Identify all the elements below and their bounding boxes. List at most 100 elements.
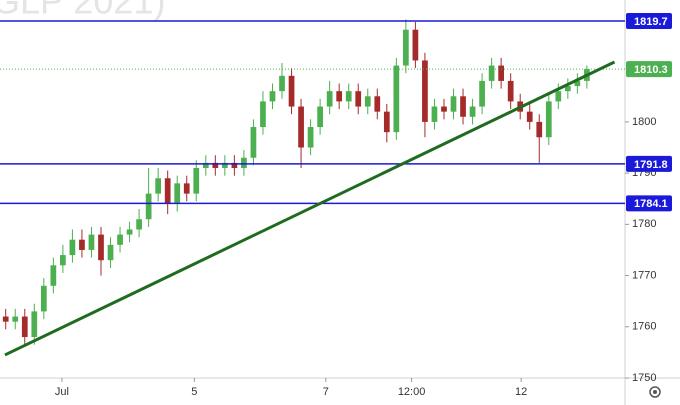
y-tick-label: 1770 xyxy=(632,269,656,281)
candle-body xyxy=(536,121,543,138)
candle-body xyxy=(136,219,142,230)
candle xyxy=(164,170,171,215)
candle-body xyxy=(107,244,114,261)
x-tick-label: 7 xyxy=(323,386,329,398)
x-tick-label: 12:00 xyxy=(398,386,426,398)
candle xyxy=(202,155,209,176)
candle xyxy=(412,22,419,69)
candle xyxy=(460,88,466,125)
settings-icon[interactable] xyxy=(649,386,661,398)
candle xyxy=(2,308,9,330)
candle xyxy=(50,257,57,294)
candle xyxy=(326,80,333,115)
x-tick-label: Jul xyxy=(55,386,69,398)
candle xyxy=(183,175,190,202)
candle-body xyxy=(574,80,581,87)
candle-body xyxy=(193,168,200,194)
candle-body xyxy=(526,111,533,122)
candle-body xyxy=(212,162,219,168)
candle xyxy=(136,208,142,238)
candle xyxy=(31,303,38,345)
candle xyxy=(193,160,200,202)
candle xyxy=(317,98,323,135)
candle-body xyxy=(241,157,247,168)
y-tick-label: 1800 xyxy=(632,116,656,128)
price-level-tag xyxy=(626,13,672,29)
candle-body xyxy=(336,91,343,102)
candle xyxy=(431,98,438,130)
candle xyxy=(479,73,485,115)
candle xyxy=(450,88,457,120)
candle-body xyxy=(88,234,95,250)
candle-body xyxy=(460,96,466,117)
candle xyxy=(307,119,314,156)
candle-body xyxy=(260,101,266,128)
candle-body xyxy=(412,29,419,61)
candle xyxy=(403,19,409,74)
candle-body xyxy=(60,255,66,266)
candle xyxy=(212,155,219,176)
candle-body xyxy=(507,80,514,102)
candle-body xyxy=(326,91,333,107)
candle xyxy=(536,114,543,163)
candle xyxy=(69,229,76,263)
candle-body xyxy=(221,162,228,168)
candle xyxy=(231,155,238,176)
candle-body xyxy=(441,106,447,112)
candle-body xyxy=(555,91,562,102)
candle xyxy=(241,150,247,176)
candle-body xyxy=(69,239,76,256)
candle-body xyxy=(250,127,257,158)
trendline xyxy=(4,60,616,357)
price-level-tag xyxy=(626,195,672,212)
candle-body xyxy=(422,60,428,122)
y-tick-label: 1780 xyxy=(632,218,656,230)
price-level-tag xyxy=(626,61,672,78)
candle-body xyxy=(79,239,85,250)
candle xyxy=(79,229,85,258)
candle xyxy=(221,155,228,176)
candle-body xyxy=(450,96,457,112)
candle-body xyxy=(174,183,181,204)
candle xyxy=(260,91,266,135)
candle xyxy=(88,226,95,258)
candle xyxy=(269,83,276,110)
candle xyxy=(374,88,381,120)
candle-body xyxy=(545,101,552,138)
candle-body xyxy=(355,91,362,107)
candle-body xyxy=(269,91,276,102)
candle-body xyxy=(126,229,133,235)
candle xyxy=(336,83,343,110)
candle-body xyxy=(374,96,381,112)
candle-body xyxy=(21,316,28,338)
candle xyxy=(574,73,581,94)
candle-body xyxy=(479,80,485,107)
candle xyxy=(364,88,371,115)
candle xyxy=(155,168,162,202)
candle-body xyxy=(364,96,371,107)
candle xyxy=(498,57,505,89)
candle xyxy=(526,103,533,130)
candle xyxy=(126,221,133,243)
candle-body xyxy=(488,65,495,81)
price-level-label: 1791.8 xyxy=(634,159,668,171)
candle xyxy=(21,308,28,345)
candle-body xyxy=(117,234,123,245)
y-tick-label: 1750 xyxy=(632,372,656,384)
price-level-tag xyxy=(626,155,672,172)
candle xyxy=(107,237,114,268)
candle-body xyxy=(145,193,152,220)
candle-body xyxy=(155,178,162,194)
candle-body xyxy=(498,65,505,81)
candle xyxy=(345,83,352,110)
candle xyxy=(422,52,428,138)
candle-body xyxy=(40,285,47,312)
candle-body xyxy=(403,29,409,66)
candle-body xyxy=(431,106,438,122)
candle xyxy=(441,98,447,120)
price-level-label: 1784.1 xyxy=(634,198,668,210)
candle-body xyxy=(183,183,190,194)
gear-ring xyxy=(649,386,661,398)
